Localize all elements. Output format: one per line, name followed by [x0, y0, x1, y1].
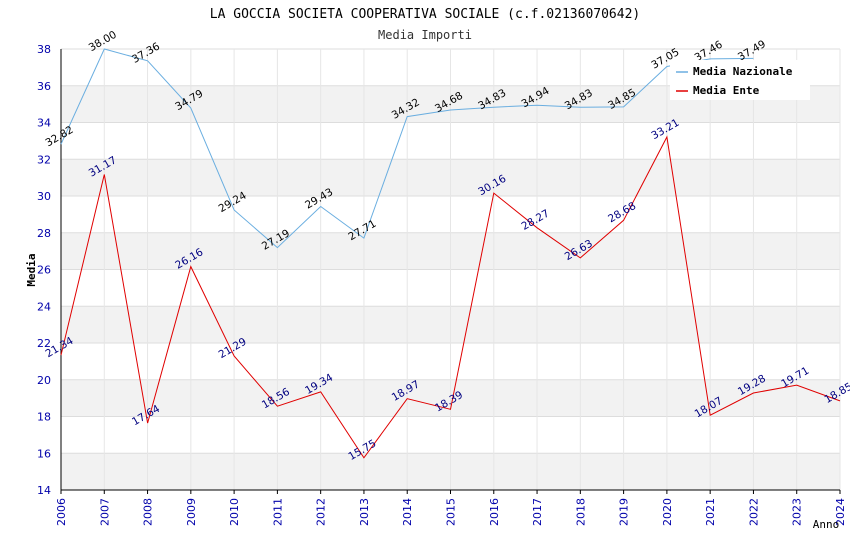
- series-lines: [60, 48, 841, 459]
- y-tick-label: 36: [37, 80, 51, 93]
- x-tick-label: 2010: [228, 498, 241, 526]
- y-tick-label: 18: [37, 411, 51, 424]
- y-tick-label: 30: [37, 190, 51, 203]
- y-tick-label: 16: [37, 447, 51, 460]
- x-tick-label: 2007: [98, 498, 111, 526]
- x-tick-label: 2015: [445, 498, 458, 526]
- x-tick-labels: 2006 2007 2008 2009 2010 2011 2012 2013 2014 2015…: [55, 490, 847, 526]
- x-tick-label: 2018: [574, 498, 587, 526]
- legend-item-nazionale: Media Nazionale: [693, 65, 793, 78]
- legend: Media Nazionale Media Ente: [670, 60, 810, 100]
- y-tick-label: 38: [37, 43, 51, 56]
- y-tick-label: 24: [37, 300, 51, 313]
- y-tick-label: 32: [37, 153, 51, 166]
- x-tick-label: 2013: [358, 498, 371, 526]
- y-tick-labels: 14 16 18 20 22 24 26 28 30 32 34 36 38: [37, 43, 51, 497]
- x-tick-label: 2024: [834, 498, 847, 526]
- x-tick-label: 2023: [791, 498, 804, 526]
- y-tick-label: 20: [37, 374, 51, 387]
- x-tick-label: 2006: [55, 498, 68, 526]
- y-tick-label: 22: [37, 337, 51, 350]
- y-tick-label: 26: [37, 264, 51, 277]
- x-tick-label: 2008: [142, 498, 155, 526]
- y-tick-label: 34: [37, 117, 51, 130]
- legend-box: [670, 60, 810, 100]
- y-tick-label: 28: [37, 227, 51, 240]
- x-tick-label: 2016: [488, 498, 501, 526]
- x-tick-label: 2012: [315, 498, 328, 526]
- x-tick-label: 2009: [185, 498, 198, 526]
- series-line-media-nazionale: [60, 48, 754, 249]
- x-axis-label: Anno: [813, 518, 840, 531]
- x-tick-label: 2022: [747, 498, 760, 526]
- legend-item-ente: Media Ente: [693, 84, 760, 97]
- x-tick-label: 2017: [531, 498, 544, 526]
- y-tick-label: 14: [37, 484, 51, 497]
- x-tick-label: 2020: [661, 498, 674, 526]
- x-tick-label: 2014: [401, 498, 414, 526]
- x-tick-label: 2019: [618, 498, 631, 526]
- chart-subtitle: Media Importi: [378, 28, 472, 42]
- series-line-media-ente: [60, 135, 841, 459]
- chart-title: LA GOCCIA SOCIETA COOPERATIVA SOCIALE (c…: [210, 7, 640, 22]
- x-tick-label: 2011: [271, 498, 284, 526]
- y-axis-label: Media: [25, 253, 38, 286]
- x-tick-label: 2021: [704, 498, 717, 526]
